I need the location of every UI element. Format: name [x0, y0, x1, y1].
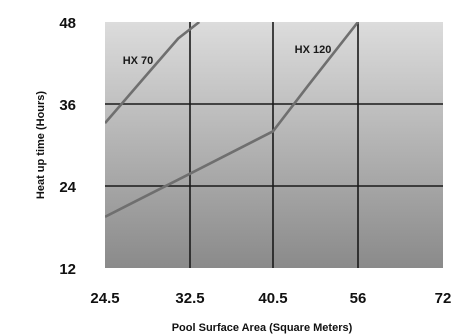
series-label-hx-70: HX 70 [123, 55, 154, 67]
plot-area [105, 22, 443, 268]
y-tick-label-4: 48 [59, 15, 76, 32]
y-tick-label-3: 36 [59, 97, 76, 114]
x-axis-title: Pool Surface Area (Square Meters) [172, 322, 353, 334]
grid [105, 22, 443, 268]
series-line-hx-120 [105, 22, 360, 218]
x-tick-label-2: 32.5 [175, 290, 204, 307]
y-tick-label-1: 12 [59, 261, 76, 278]
series-line-hx-70 [105, 22, 201, 124]
y-axis-title: Heat up time (Hours) [35, 91, 47, 200]
y-tick-labels: 12 24 36 48 [59, 15, 76, 278]
series-labels: HX 70 HX 120 [123, 44, 332, 67]
x-tick-label-1: 24.5 [90, 290, 119, 307]
x-tick-label-5: 72 [435, 290, 452, 307]
x-tick-label-3: 40.5 [258, 290, 287, 307]
x-tick-label-4: 56 [350, 290, 367, 307]
series-label-hx-120: HX 120 [295, 44, 332, 56]
x-tick-labels: 24.5 32.5 40.5 56 72 [90, 290, 451, 307]
y-tick-label-2: 24 [59, 179, 76, 196]
series-lines [105, 22, 360, 218]
